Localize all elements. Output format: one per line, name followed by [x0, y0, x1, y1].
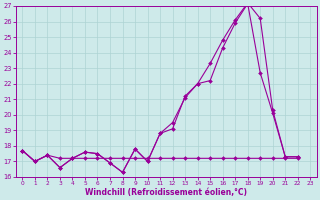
X-axis label: Windchill (Refroidissement éolien,°C): Windchill (Refroidissement éolien,°C) — [85, 188, 247, 197]
